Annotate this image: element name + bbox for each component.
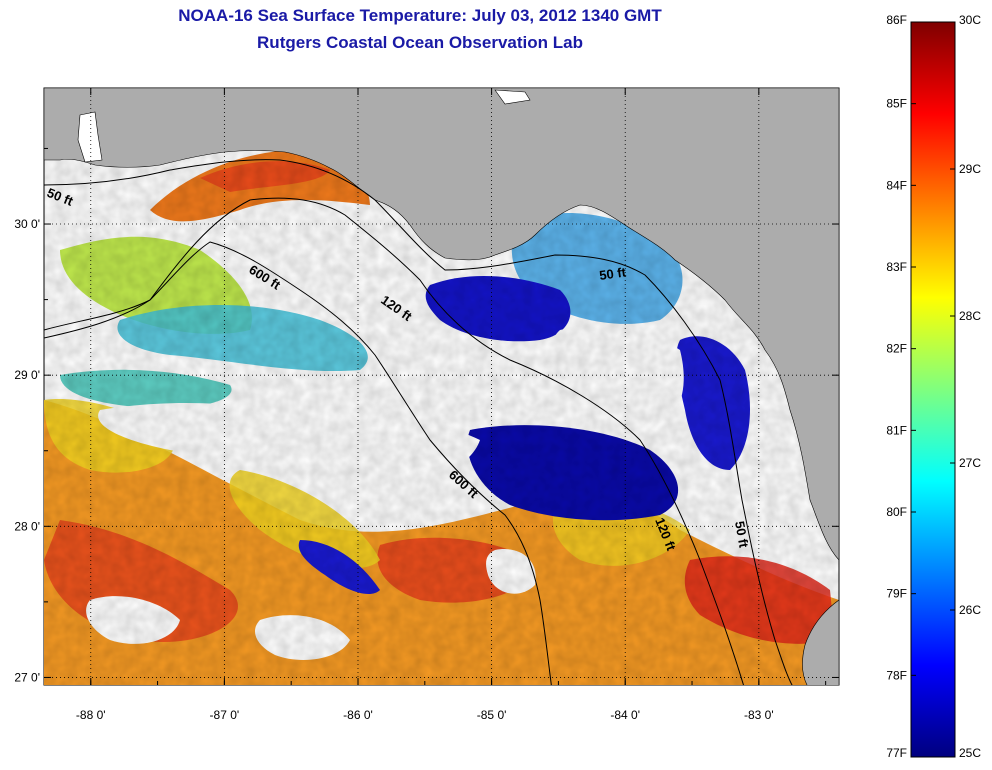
colorbar-f-label-6: 80F xyxy=(886,505,907,519)
contour-label-6: 50 ft xyxy=(732,520,752,550)
colorbar-f-label-8: 78F xyxy=(886,668,907,682)
lat-tick-label-2: 28 0' xyxy=(14,519,40,533)
colorbar-f-label-4: 82F xyxy=(886,342,907,356)
lat-tick-label-3: 27 0' xyxy=(14,670,40,684)
colorbar-f-label-1: 85F xyxy=(886,97,907,111)
colorbar-ramp xyxy=(910,21,956,758)
lon-axis: -88 0' -87 0' -86 0' -85 0' -84 0' -83 0' xyxy=(76,88,827,722)
colorbar-f-label-7: 79F xyxy=(886,587,907,601)
isobath-120ft xyxy=(44,197,744,685)
bay-apalachicola xyxy=(494,89,531,105)
contour-label-group-3: 50 ft xyxy=(598,264,627,283)
graticule xyxy=(44,88,839,685)
lat-axis: 30 0' 29 0' 28 0' 27 0' xyxy=(14,147,839,684)
colorbar-c-label-2: 28C xyxy=(959,309,981,323)
colorbar-f-label-5: 81F xyxy=(886,423,907,437)
lon-tick-label-2: -86 0' xyxy=(343,708,373,722)
colorbar-f-label-0: 86F xyxy=(886,13,907,27)
lat-tick-label-1: 29 0' xyxy=(14,368,40,382)
colorbar-f-label-3: 83F xyxy=(886,260,907,274)
colorbar-f-label-9: 77F xyxy=(886,746,907,760)
colorbar-c-label-3: 27C xyxy=(959,456,981,470)
colorbar-f-labels: 86F 85F 84F 83F 82F 81F 80F 79F 78F 77F xyxy=(886,13,916,760)
colorbar-c-label-5: 25C xyxy=(959,746,981,760)
map-subtitle: Rutgers Coastal Ocean Observation Lab xyxy=(257,33,583,52)
contour-label-3: 50 ft xyxy=(598,264,627,283)
isobath-600ft xyxy=(44,241,552,685)
colorbar-f-label-2: 84F xyxy=(886,178,907,192)
map-title: NOAA-16 Sea Surface Temperature: July 03… xyxy=(178,6,662,25)
lat-tick-label-0: 30 0' xyxy=(14,217,40,231)
isobath-50ft xyxy=(44,159,793,685)
lon-tick-label-3: -85 0' xyxy=(477,708,507,722)
map-layers xyxy=(44,88,839,685)
colorbar-c-label-4: 26C xyxy=(959,603,981,617)
keys-se-coast xyxy=(802,599,839,685)
land-panhandle xyxy=(44,88,839,561)
colorbar-c-labels: 30C 29C 28C 27C 26C 25C xyxy=(950,13,981,760)
lon-tick-label-4: -84 0' xyxy=(610,708,640,722)
lon-tick-label-0: -88 0' xyxy=(76,708,106,722)
colorbar: 86F 85F 84F 83F 82F 81F 80F 79F 78F 77F 30C 29C 28C… xyxy=(886,13,981,760)
lon-tick-label-1: -87 0' xyxy=(210,708,240,722)
bay-mobile xyxy=(77,111,103,163)
lon-tick-label-5: -83 0' xyxy=(744,708,774,722)
colorbar-c-label-0: 30C xyxy=(959,13,981,27)
colorbar-c-label-1: 29C xyxy=(959,162,981,176)
contour-label-group-6: 50 ft xyxy=(732,520,752,550)
